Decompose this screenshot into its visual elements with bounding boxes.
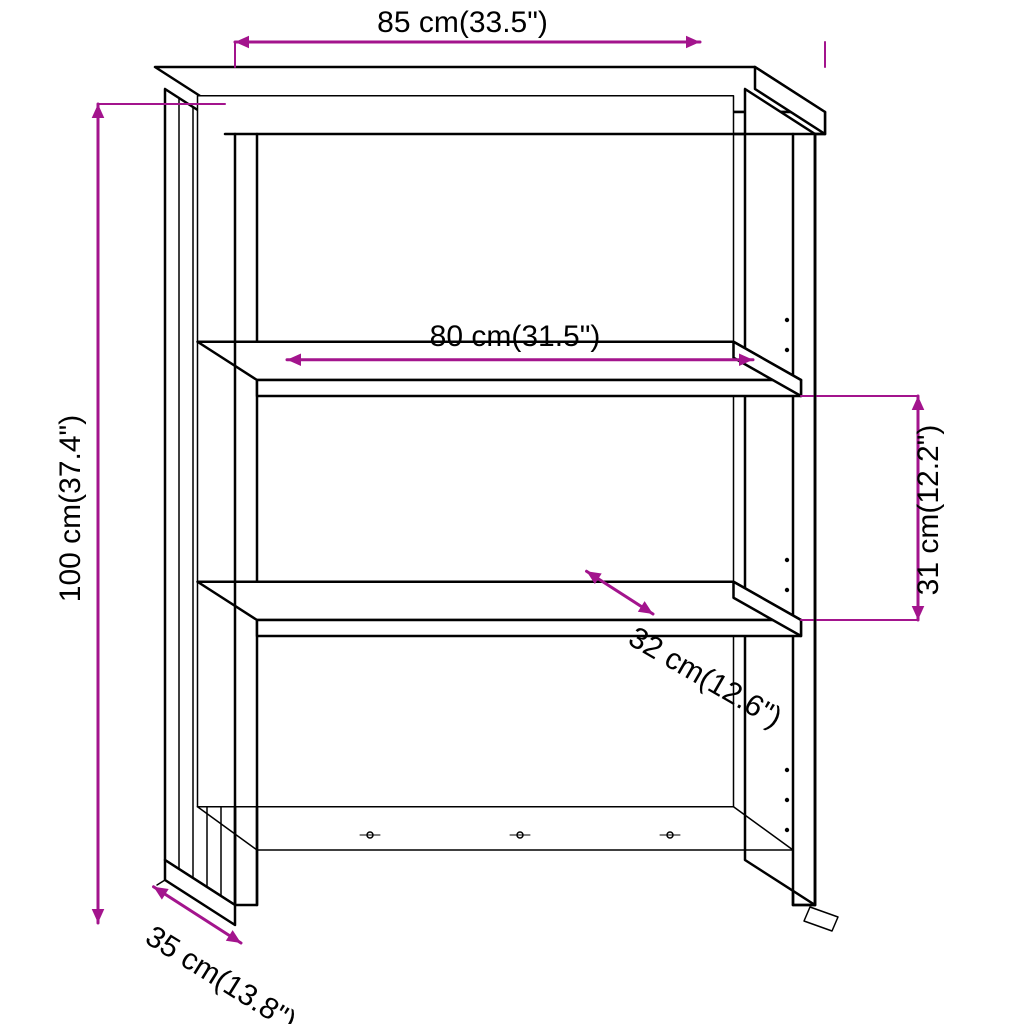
svg-text:100 cm(37.4"): 100 cm(37.4") — [54, 415, 87, 602]
svg-text:85 cm(33.5"): 85 cm(33.5") — [377, 6, 548, 39]
svg-text:35 cm(13.8"): 35 cm(13.8") — [140, 920, 302, 1024]
product-outline — [155, 67, 838, 931]
svg-text:80 cm(31.5"): 80 cm(31.5") — [430, 320, 601, 353]
svg-text:31 cm(12.2"): 31 cm(12.2") — [912, 425, 945, 596]
